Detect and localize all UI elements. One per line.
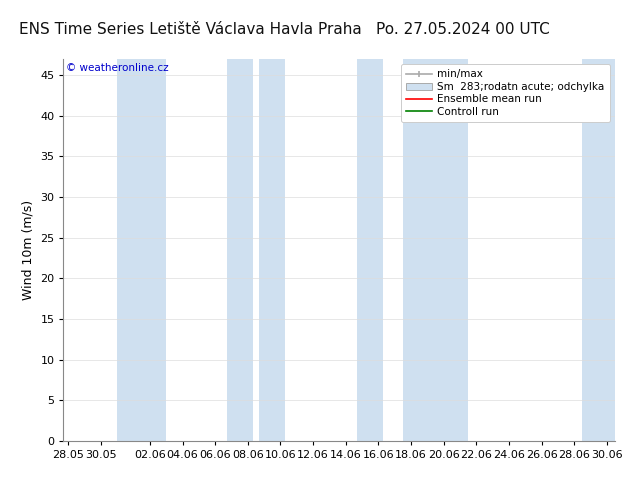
Bar [117, 59, 166, 441]
Y-axis label: Wind 10m (m/s): Wind 10m (m/s) [22, 200, 35, 300]
Bar [403, 59, 468, 441]
Text: © weatheronline.cz: © weatheronline.cz [66, 63, 169, 73]
Text: ENS Time Series Letiště Václava Havla Praha: ENS Time Series Letiště Václava Havla Pr… [19, 22, 361, 37]
Bar [226, 59, 253, 441]
Text: Po. 27.05.2024 00 UTC: Po. 27.05.2024 00 UTC [376, 22, 550, 37]
Bar [259, 59, 285, 441]
Bar [357, 59, 383, 441]
Legend: min/max, Sm  283;rodatn acute; odchylka, Ensemble mean run, Controll run: min/max, Sm 283;rodatn acute; odchylka, … [401, 64, 610, 122]
Bar [583, 59, 615, 441]
